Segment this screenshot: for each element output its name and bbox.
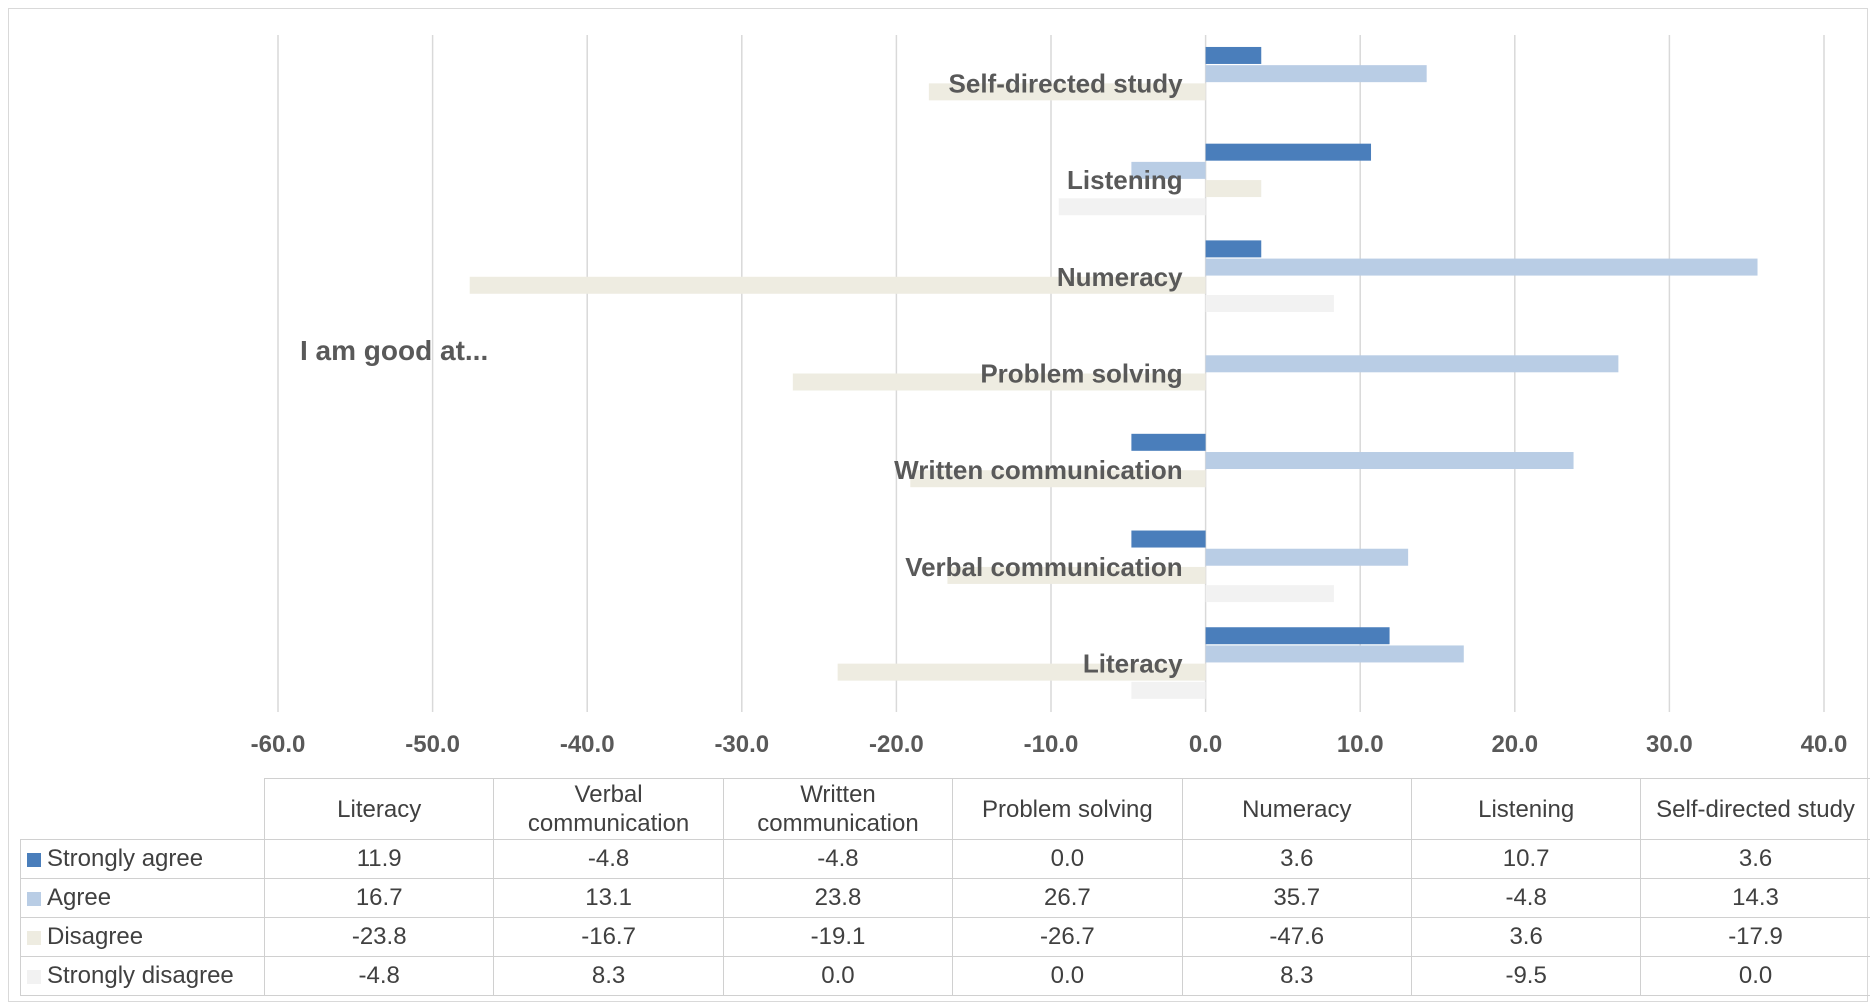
- bar-strongly-disagree-5: [1058, 198, 1206, 216]
- legend-entry: Strongly disagree: [20, 956, 265, 996]
- table-cell: -47.6: [1181, 917, 1412, 957]
- table-cell: 23.8: [722, 878, 954, 918]
- table-cell: 8.3: [1181, 956, 1412, 996]
- bar-strongly-agree-6: [1205, 46, 1262, 64]
- category-label-2: Written communication: [894, 455, 1182, 485]
- x-tick-label-4: -20.0: [869, 731, 924, 758]
- table-row: Disagree -23.8 -16.7 -19.1 -26.7 -47.6 3.6 -17.…: [20, 917, 1870, 957]
- bar-agree-6: [1205, 65, 1427, 83]
- legend-entry: Strongly agree: [20, 839, 265, 879]
- table-header-cell: Verbal communication: [493, 778, 724, 840]
- table-row: Strongly disagree -4.8 8.3 0.0 0.0 8.3 -9.5 0.0: [20, 956, 1870, 996]
- table-cell: -23.8: [263, 917, 495, 957]
- bar-agree-0: [1205, 645, 1464, 663]
- bar-agree-2: [1205, 452, 1574, 470]
- table-cell: -4.8: [493, 839, 724, 879]
- table-cell: -4.8: [1410, 878, 1642, 918]
- bar-disagree-5: [1205, 180, 1262, 198]
- legend-entry: Disagree: [20, 917, 265, 957]
- category-label-0: Literacy: [1083, 649, 1183, 679]
- bar-strongly-disagree-4: [1205, 294, 1334, 312]
- x-tick-label-9: 30.0: [1646, 731, 1693, 758]
- table-cell: -17.9: [1640, 917, 1870, 957]
- table-cell: 0.0: [722, 956, 954, 996]
- bar-disagree-2: [910, 470, 1206, 488]
- table-cell: 11.9: [263, 839, 495, 879]
- table-cell: 3.6: [1410, 917, 1642, 957]
- bar-agree-3: [1205, 355, 1619, 373]
- legend-key: [27, 853, 41, 867]
- table-header-cell: Literacy: [263, 778, 495, 840]
- bar-strongly-agree-2: [1131, 433, 1206, 451]
- category-label-3: Problem solving: [980, 359, 1182, 389]
- table-cell: 0.0: [952, 956, 1183, 996]
- category-label-1: Verbal communication: [905, 552, 1182, 582]
- x-tick-label-0: -60.0: [251, 731, 306, 758]
- x-tick-label-10: 40.0: [1801, 731, 1848, 758]
- x-tick-label-8: 20.0: [1491, 731, 1538, 758]
- chart-frame: [8, 8, 1868, 1002]
- table-cell: -4.8: [722, 839, 954, 879]
- table-cell: 3.6: [1640, 839, 1870, 879]
- x-tick-label-2: -40.0: [560, 731, 615, 758]
- bar-disagree-1: [947, 566, 1206, 584]
- data-table: Literacy Verbal communication Written commun…: [20, 778, 1870, 996]
- bar-agree-4: [1205, 258, 1758, 276]
- table-cell: -9.5: [1410, 956, 1642, 996]
- legend-key: [27, 970, 41, 984]
- table-cell: -19.1: [722, 917, 954, 957]
- table-cell: 16.7: [263, 878, 495, 918]
- category-label-6: Self-directed study: [949, 68, 1184, 98]
- legend-key: [27, 931, 41, 945]
- x-tick-label-5: -10.0: [1024, 731, 1079, 758]
- table-cell: 0.0: [1640, 956, 1870, 996]
- table-cell: 26.7: [952, 878, 1183, 918]
- table-cell: -16.7: [493, 917, 724, 957]
- table-cell: -4.8: [263, 956, 495, 996]
- bar-strongly-disagree-0: [1131, 681, 1206, 699]
- table-cell: 10.7: [1410, 839, 1642, 879]
- bar-disagree-6: [928, 83, 1206, 101]
- bar-chart: Literacy Verbal communication Written comm…: [251, 35, 1848, 758]
- x-tick-label-7: 10.0: [1337, 731, 1384, 758]
- table-cell: 35.7: [1181, 878, 1412, 918]
- x-tick-label-6: 0.0: [1189, 731, 1222, 758]
- table-cell: 13.1: [493, 878, 724, 918]
- table-cell: 14.3: [1640, 878, 1870, 918]
- bar-strongly-disagree-1: [1205, 585, 1334, 603]
- x-tick-label-3: -30.0: [714, 731, 769, 758]
- category-label-5: Listening: [1067, 165, 1183, 195]
- table-header-cell: Self-directed study: [1640, 778, 1870, 840]
- bar-disagree-4: [469, 276, 1206, 294]
- table-cell: 3.6: [1181, 839, 1412, 879]
- table-header-cell: Numeracy: [1181, 778, 1412, 840]
- bar-strongly-agree-1: [1131, 530, 1206, 548]
- table-row: Agree 16.7 13.1 23.8 26.7 35.7 -4.8 14.3: [20, 878, 1870, 918]
- table-header-cell: Written communication: [722, 778, 954, 840]
- chart-annotation: I am good at...: [300, 335, 489, 366]
- legend-key: [27, 892, 41, 906]
- table-header-cell: Problem solving: [952, 778, 1183, 840]
- table-cell: 0.0: [952, 839, 1183, 879]
- bar-strongly-agree-5: [1205, 143, 1372, 161]
- bar-strongly-agree-0: [1205, 627, 1390, 645]
- category-label-4: Numeracy: [1057, 262, 1183, 292]
- bar-disagree-0: [837, 663, 1206, 681]
- table-cell: -26.7: [952, 917, 1183, 957]
- table-header-row: Literacy Verbal communication Written commun…: [20, 778, 1870, 840]
- legend-entry: Agree: [20, 878, 265, 918]
- table-row: Strongly agree 11.9 -4.8 -4.8 0.0 3.6 10.7 3.6: [20, 839, 1870, 879]
- table-corner: [20, 778, 265, 840]
- bar-agree-1: [1205, 548, 1409, 566]
- x-tick-label-1: -50.0: [405, 731, 460, 758]
- bar-agree-5: [1131, 161, 1206, 179]
- table-header-cell: Listening: [1410, 778, 1642, 840]
- bar-disagree-3: [792, 373, 1206, 391]
- bar-strongly-agree-4: [1205, 240, 1262, 258]
- table-cell: 8.3: [493, 956, 724, 996]
